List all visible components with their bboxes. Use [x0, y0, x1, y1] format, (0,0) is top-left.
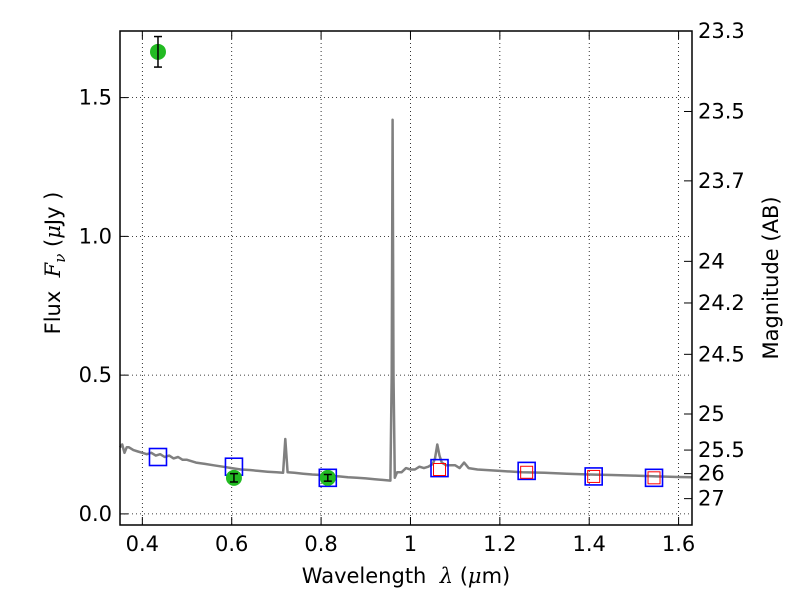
y-axis-label-unit-close: Jy )	[41, 192, 65, 228]
right-tick-label: 23.5	[698, 99, 745, 123]
red-square-point	[520, 465, 534, 479]
y-axis-label-symbol: F	[41, 261, 65, 278]
blue-square-point	[584, 467, 603, 486]
right-axis-label: Magnitude (AB)	[759, 196, 783, 359]
right-tick-label: 25.5	[698, 438, 745, 462]
right-tick-label: 27	[698, 487, 725, 511]
blue-square-point	[430, 458, 449, 478]
x-axis-label-unit-open: (	[453, 564, 468, 588]
right-tick-label: 24.5	[698, 342, 745, 366]
blue-square-point	[148, 447, 168, 467]
grid-lines	[120, 31, 692, 525]
x-tick-label: 1	[404, 532, 417, 556]
y-axis-label-gap	[41, 277, 65, 290]
blue-square-point	[644, 468, 664, 488]
x-axis-label: Wavelength λ (μm)	[302, 564, 510, 588]
x-tick-label: 0.6	[215, 532, 248, 556]
right-tick-label: 24	[698, 249, 725, 273]
red-square-point	[647, 471, 661, 485]
x-tick-label: 1.4	[573, 532, 606, 556]
x-axis-label-gap	[426, 564, 439, 588]
blue-square-point	[318, 468, 338, 488]
y-axis-label-unit-open: (	[41, 239, 65, 254]
plot-frame	[119, 30, 693, 526]
y-axis-label: Flux Fν (μJy )	[41, 192, 69, 335]
x-tick-label: 0.4	[126, 532, 159, 556]
y-axis-label-text: Flux	[41, 291, 65, 335]
blue-square-point	[517, 461, 536, 481]
x-tick-label: 1.2	[483, 532, 516, 556]
right-tick-label: 25	[698, 402, 725, 426]
x-tick-label: 1.6	[662, 532, 695, 556]
red-square-point	[433, 462, 447, 476]
right-tick-label: 23.7	[698, 169, 745, 193]
model-spectrum-line	[119, 118, 693, 482]
y-tick-label: 0.5	[79, 363, 112, 387]
x-axis-label-symbol: λ	[439, 564, 453, 588]
x-tick-label: 0.8	[304, 532, 337, 556]
y-axis-label-subscript: ν	[51, 254, 69, 263]
right-tick-label: 24.2	[698, 291, 745, 315]
y-tick-label: 1.0	[79, 224, 112, 248]
x-axis-label-text: Wavelength	[302, 564, 427, 588]
y-tick-label: 0.0	[79, 502, 112, 526]
red-square-point	[587, 469, 601, 483]
x-axis-label-unit-close: m)	[482, 564, 511, 588]
y-tick-label: 1.5	[79, 86, 112, 110]
right-tick-label: 23.3	[698, 19, 745, 43]
data-series	[119, 35, 693, 488]
y-axis-label-unit-mu: μ	[41, 225, 65, 239]
x-axis-label-unit-mu: μ	[468, 564, 482, 588]
right-tick-label: 26	[698, 462, 725, 486]
axis-ticks: 0.4 0.6 0.8 1 1.2 1.4 1.6 0.0 0.5 1.0 1.5 23.3 23.5 2…	[79, 19, 745, 556]
